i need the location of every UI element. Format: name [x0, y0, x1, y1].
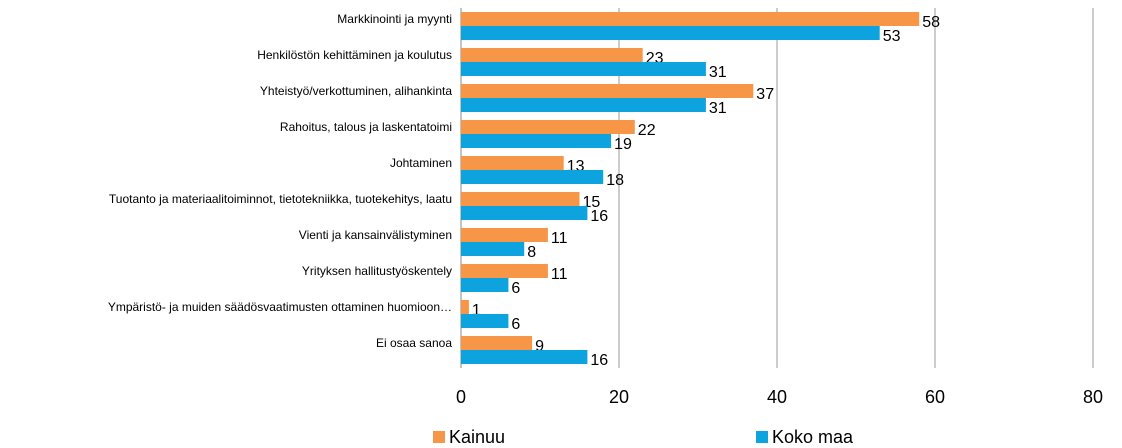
- value-label: 37: [756, 86, 774, 103]
- legend-label: Kainuu: [449, 427, 505, 447]
- category-label: Yhteistyö/verkottuminen, alihankinta: [260, 84, 452, 98]
- value-label: 18: [606, 172, 624, 189]
- bar: [461, 84, 754, 98]
- value-label: 19: [614, 136, 632, 153]
- category-label: Vienti ja kansainvälistyminen: [299, 228, 452, 242]
- legend-swatch: [433, 431, 445, 443]
- bar: [461, 120, 635, 134]
- bar: [461, 62, 706, 76]
- bar: [461, 300, 469, 314]
- x-tick-label: 40: [767, 387, 787, 407]
- bar: [461, 228, 548, 242]
- category-label: Tuotanto ja materiaalitoiminnot, tietote…: [109, 192, 452, 206]
- bar: [461, 350, 588, 364]
- value-label: 8: [527, 244, 536, 261]
- value-label: 6: [511, 316, 520, 333]
- bar: [461, 156, 564, 170]
- legend-swatch: [756, 431, 768, 443]
- category-label: Johtaminen: [390, 156, 452, 170]
- category-label: Ei osaa sanoa: [376, 336, 452, 350]
- x-tick-label: 20: [609, 387, 629, 407]
- value-label: 16: [590, 352, 608, 369]
- value-label: 1: [472, 302, 481, 319]
- bar: [461, 98, 706, 112]
- x-tick-label: 60: [925, 387, 945, 407]
- category-label: Ympäristö- ja muiden säädösvaatimusten o…: [108, 300, 452, 314]
- bar: [461, 278, 509, 292]
- bar: [461, 336, 533, 350]
- bar: [461, 192, 580, 206]
- value-label: 11: [551, 266, 568, 283]
- x-tick-label: 80: [1083, 387, 1103, 407]
- category-label: Markkinointi ja myynti: [337, 12, 452, 26]
- bar: [461, 206, 588, 220]
- bar: [461, 48, 643, 62]
- category-label: Yrityksen hallitustyöskentely: [302, 264, 452, 278]
- bar: [461, 26, 880, 40]
- category-label: Henkilöstön kehittäminen ja koulutus: [257, 48, 452, 62]
- x-tick-label: 0: [456, 387, 466, 407]
- value-label: 31: [709, 100, 727, 117]
- bar: [461, 314, 509, 328]
- value-label: 16: [590, 208, 608, 225]
- bar: [461, 170, 604, 184]
- value-label: 22: [638, 122, 656, 139]
- value-label: 9: [535, 338, 544, 355]
- value-label: 31: [709, 64, 727, 81]
- bar: [461, 12, 920, 26]
- value-label: 58: [922, 14, 940, 31]
- bar: [461, 264, 548, 278]
- category-label: Rahoitus, talous ja laskentatoimi: [280, 120, 452, 134]
- legend-label: Koko maa: [772, 427, 854, 447]
- value-label: 6: [511, 280, 520, 297]
- bar: [461, 134, 612, 148]
- value-label: 53: [883, 28, 901, 45]
- bar: [461, 242, 525, 256]
- value-label: 11: [551, 230, 568, 247]
